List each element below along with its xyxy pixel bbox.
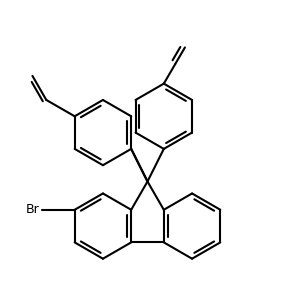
Text: Br: Br bbox=[26, 203, 40, 216]
